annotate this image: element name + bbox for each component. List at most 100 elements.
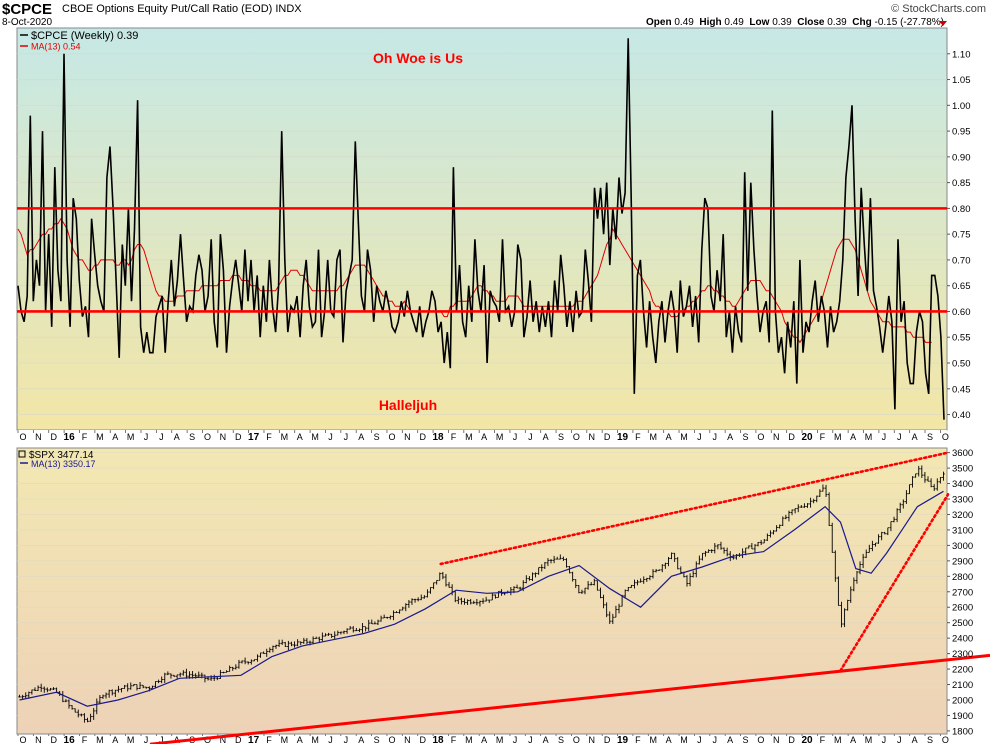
x-tick-label: F xyxy=(451,735,457,744)
spx-gridlines xyxy=(17,452,947,732)
x-tick-label: M xyxy=(127,735,135,744)
x-tick-label: M xyxy=(96,735,104,744)
x-tick-label: M xyxy=(865,432,873,442)
x-tick-label: J xyxy=(882,735,887,744)
spx-y-tick-label: 3300 xyxy=(952,495,973,506)
x-tick-label: A xyxy=(358,735,364,744)
x-tick-label: N xyxy=(773,432,780,442)
x-tick-label: J xyxy=(344,735,349,744)
x-tick-label: A xyxy=(666,432,672,442)
annotation-halleljuh: Halleljuh xyxy=(379,397,437,413)
x-tick-label: 20 xyxy=(801,432,813,443)
x-tick-label: D xyxy=(50,432,57,442)
x-tick-label: J xyxy=(713,432,718,442)
x-tick-label: D xyxy=(419,432,426,442)
x-tick-label: A xyxy=(850,432,856,442)
dotted-trendline-1 xyxy=(839,493,950,672)
x-tick-label: A xyxy=(912,735,918,744)
spx-y-tick-label: 3500 xyxy=(952,464,973,475)
cpce-y-tick-label: 0.75 xyxy=(952,230,971,241)
x-tick-label: D xyxy=(235,432,242,442)
x-tick-label: F xyxy=(451,432,457,442)
x-tick-label: A xyxy=(666,735,672,744)
spx-y-tick-label: 2900 xyxy=(952,556,973,567)
x-tick-label: D xyxy=(604,432,611,442)
x-tick-label: A xyxy=(358,432,364,442)
x-tick-label: M xyxy=(834,432,842,442)
x-tick-label: M xyxy=(650,735,658,744)
x-tick-label: O xyxy=(204,432,211,442)
x-tick-label: A xyxy=(850,735,856,744)
x-tick-label: J xyxy=(344,432,349,442)
x-tick-label: J xyxy=(513,735,518,744)
x-tick-label: F xyxy=(82,432,88,442)
cpce-y-tick-label: 0.40 xyxy=(952,410,971,421)
x-tick-label: A xyxy=(727,432,733,442)
cpce-y-tick-label: 1.05 xyxy=(952,75,971,86)
close-label: Close xyxy=(797,17,825,28)
x-tick-label: O xyxy=(942,432,949,442)
stockcharts-brand[interactable]: © StockCharts.com xyxy=(891,3,986,15)
x-tick-label: N xyxy=(220,432,227,442)
cpce-y-tick-label: 0.65 xyxy=(952,281,971,292)
x-tick-label: D xyxy=(788,432,795,442)
x-axis-upper: O N D 16 F M A M J J A S O N D 17 F M A M J J A S O N D 18 F M A M J J A S O… xyxy=(17,430,949,443)
x-tick-label: A xyxy=(112,432,118,442)
x-tick-label: 20 xyxy=(801,735,813,744)
x-tick-label: M xyxy=(281,432,289,442)
chart-date: 8-Oct-2020 xyxy=(2,17,53,28)
spx-legend: $SPX 3477.14 MA(13) 3350.17 xyxy=(18,450,96,469)
x-tick-label: S xyxy=(558,432,564,442)
low-value: 0.39 xyxy=(772,17,792,28)
x-tick-label: O xyxy=(757,432,764,442)
x-tick-label: M xyxy=(496,735,504,744)
x-tick-label: J xyxy=(897,432,902,442)
x-tick-label: 16 xyxy=(64,735,76,744)
x-tick-label: O xyxy=(19,432,26,442)
cpce-y-tick-label: 0.55 xyxy=(952,333,971,344)
cpce-y-tick-label: 0.45 xyxy=(952,384,971,395)
x-tick-label: S xyxy=(374,432,380,442)
x-tick-label: A xyxy=(543,735,549,744)
spx-y-tick-label: 1800 xyxy=(952,726,973,737)
x-tick-label: O xyxy=(573,735,580,744)
x-tick-label: F xyxy=(82,735,88,744)
cpce-ma13-line xyxy=(17,217,932,344)
spx-y-tick-label: 2500 xyxy=(952,618,973,629)
close-value: 0.39 xyxy=(827,17,847,28)
x-tick-label: N xyxy=(773,735,780,744)
x-tick-label: S xyxy=(927,432,933,442)
x-tick-label: S xyxy=(927,735,933,744)
spx-y-tick-label: 2700 xyxy=(952,587,973,598)
cpce-y-tick-label: 0.50 xyxy=(952,359,971,370)
cpce-panel-background xyxy=(16,27,948,431)
x-tick-label: 18 xyxy=(433,432,445,443)
x-tick-label: J xyxy=(528,432,533,442)
x-tick-label: F xyxy=(266,432,272,442)
cpce-y-tick-label: 0.95 xyxy=(952,127,971,138)
cpce-y-tick-label: 0.70 xyxy=(952,255,971,266)
x-tick-label: D xyxy=(788,735,795,744)
spx-trendlines xyxy=(149,451,990,744)
ohlc-readout: Open 0.49 High 0.49 Low 0.39 Close 0.39 … xyxy=(646,17,944,28)
spx-y-tick-label: 2800 xyxy=(952,572,973,583)
x-tick-label: D xyxy=(419,735,426,744)
x-tick-label: D xyxy=(604,735,611,744)
x-tick-label: A xyxy=(297,735,303,744)
cpce-y-tick-label: 0.60 xyxy=(952,307,971,318)
spx-legend-ma: MA(13) 3350.17 xyxy=(31,459,96,469)
x-tick-label: J xyxy=(328,432,333,442)
x-tick-label: A xyxy=(481,432,487,442)
x-axis-strip xyxy=(17,430,947,443)
x-tick-label: O xyxy=(388,432,395,442)
spx-y-tick-label: 2200 xyxy=(952,665,973,676)
spx-y-tick-label: 3200 xyxy=(952,510,973,521)
x-tick-label: S xyxy=(743,432,749,442)
x-tick-label: A xyxy=(297,432,303,442)
x-tick-label: M xyxy=(680,735,688,744)
x-tick-label: J xyxy=(713,735,718,744)
spx-ma13-line xyxy=(19,490,944,707)
x-tick-label: N xyxy=(404,432,411,442)
x-tick-label: M xyxy=(834,735,842,744)
